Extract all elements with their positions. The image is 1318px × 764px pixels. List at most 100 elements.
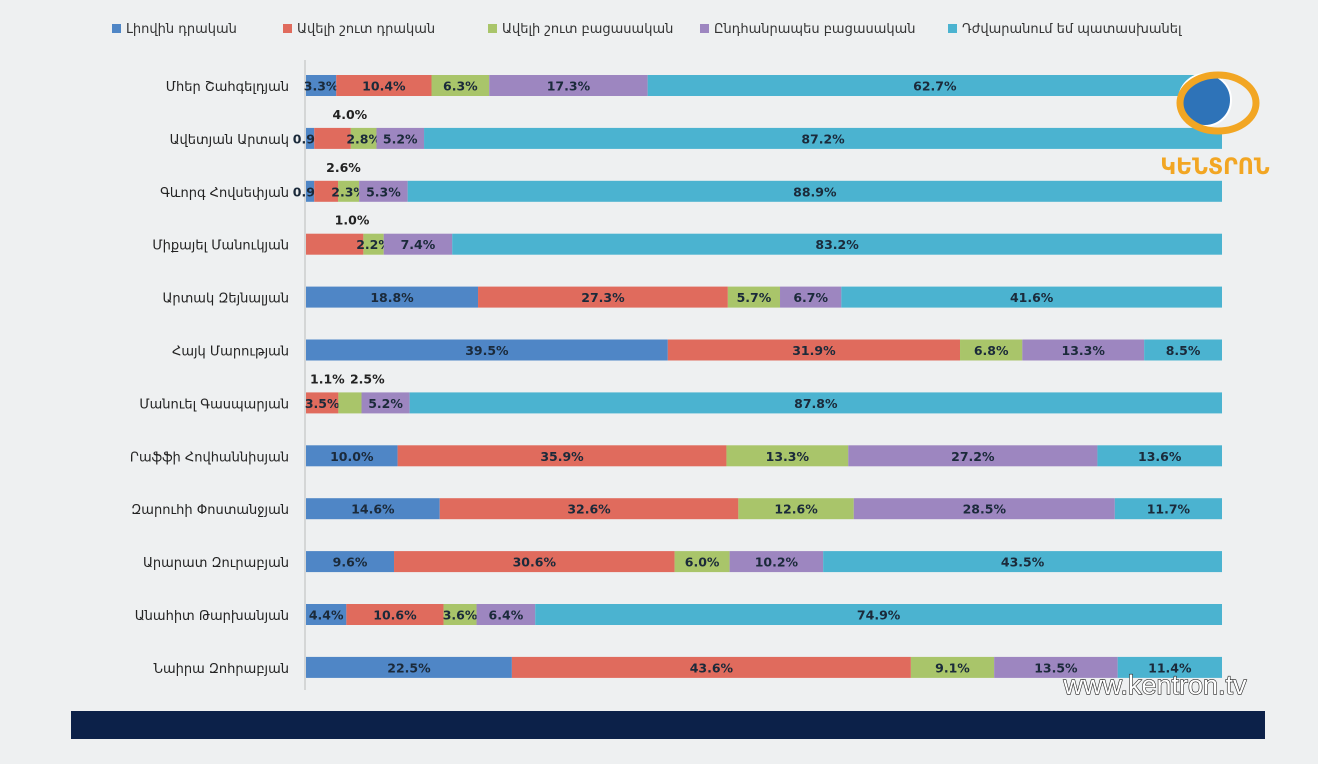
data-label: 43.6% xyxy=(690,660,734,675)
outside-labels: 4.0% 2.6% 1.0% 1.1% 2.5% xyxy=(310,107,385,386)
bar-segment xyxy=(452,233,1222,255)
legend-label: Լիովին դրական xyxy=(126,22,237,37)
data-label: 10.6% xyxy=(373,608,417,623)
data-label: 3.5% xyxy=(305,396,340,411)
bottom-banner xyxy=(71,711,1265,739)
category-label: Անահիտ Թարխանյան xyxy=(135,609,289,624)
bar-segment xyxy=(359,180,408,202)
bar-segment xyxy=(738,498,854,520)
bar-segment xyxy=(376,127,425,149)
data-label: 13.3% xyxy=(1062,343,1106,358)
bar-segment xyxy=(994,656,1118,678)
data-label: 32.6% xyxy=(567,502,611,517)
bar-segment xyxy=(489,75,648,96)
bar-segment xyxy=(1022,339,1145,361)
data-label: 11.7% xyxy=(1147,502,1191,517)
category-label: Գևորգ Հովսեփյան xyxy=(160,186,289,201)
bar-segment xyxy=(338,180,360,202)
legend-swatch xyxy=(948,24,957,33)
legend-swatch xyxy=(488,24,497,33)
data-label: 18.8% xyxy=(370,290,414,305)
data-label: 12.6% xyxy=(774,502,818,517)
bar-segment xyxy=(306,286,479,308)
bar-segment xyxy=(314,127,351,149)
data-label: 5.3% xyxy=(366,184,401,199)
data-label: 9.1% xyxy=(935,660,970,675)
data-label: 14.6% xyxy=(351,502,395,517)
data-label-outside: 2.5% xyxy=(350,371,385,386)
bar-segment xyxy=(443,604,477,625)
bar-segment xyxy=(1097,445,1222,467)
bar-segment xyxy=(1114,498,1222,520)
data-label: 13.6% xyxy=(1138,449,1182,464)
category-labels: Մհեր Շահգելդյան Ավետյան Արտակ Գևորգ Հովսեփ… xyxy=(130,80,289,677)
legend-label: Ավելի շուտ դրական xyxy=(297,22,435,37)
bar-segment xyxy=(306,392,339,414)
category-label: Հայկ Մարության xyxy=(172,345,289,360)
bar-segment xyxy=(407,180,1222,202)
bar-segment xyxy=(338,392,362,414)
data-label: 6.0% xyxy=(685,555,720,570)
bar-segment xyxy=(647,75,1222,96)
bar-segment xyxy=(383,233,453,255)
logo-text: ԿԵՆՏՐՈՆ xyxy=(1160,155,1269,180)
data-label: 10.2% xyxy=(755,555,799,570)
data-label: 17.3% xyxy=(547,79,591,94)
category-label: Զարուհի Փոստանջյան xyxy=(131,503,289,518)
data-label-outside: 2.6% xyxy=(326,160,361,175)
bar-segment xyxy=(314,180,339,202)
data-label-outside: 4.0% xyxy=(333,107,368,122)
watermark: www.kentron.tv xyxy=(1062,670,1247,700)
data-label: 2.2% xyxy=(356,237,391,252)
data-label: 10.4% xyxy=(362,79,406,94)
category-label: Արտակ Զեյնալյան xyxy=(162,292,289,307)
orbit-ring xyxy=(1176,71,1260,135)
bar-segment xyxy=(350,127,377,149)
bar-segment xyxy=(306,180,315,202)
channel-logo: ԿԵՆՏՐՈՆ xyxy=(1160,71,1270,180)
data-label: 31.9% xyxy=(792,343,836,358)
category-label: Մանուել Գասպարյան xyxy=(139,397,289,412)
bar-segment xyxy=(727,286,781,308)
legend-swatch xyxy=(283,24,292,33)
data-label: 62.7% xyxy=(913,79,957,94)
data-label: 3.6% xyxy=(443,608,478,623)
legend-label: Ընդհանրապես բացասական xyxy=(714,22,916,37)
bar-segment xyxy=(848,445,1098,467)
data-label: 27.2% xyxy=(951,449,995,464)
bar-segment xyxy=(910,656,995,678)
data-label: 43.5% xyxy=(1001,555,1045,570)
data-label: 3.3% xyxy=(304,79,339,94)
bar-segment xyxy=(439,498,739,520)
bar-segment xyxy=(346,604,444,625)
bar-segment xyxy=(780,286,842,308)
data-label: 6.3% xyxy=(443,79,478,94)
bar-segment xyxy=(1144,339,1222,361)
bar-segment xyxy=(667,339,961,361)
bar-segment xyxy=(478,286,728,308)
data-label: 87.8% xyxy=(794,396,838,411)
data-label: 39.5% xyxy=(465,343,509,358)
legend-label: Ավելի շուտ բացասական xyxy=(502,22,673,37)
bar-segment xyxy=(397,445,727,467)
data-label: 83.2% xyxy=(815,237,859,252)
bar-segment xyxy=(841,286,1222,308)
data-label: 6.8% xyxy=(974,343,1009,358)
category-label: Արարատ Զուրաբյան xyxy=(143,556,289,571)
legend: Լիովին դրական Ավելի շուտ դրական Ավելի շուտ… xyxy=(112,22,1182,37)
bar-segment xyxy=(306,75,337,96)
data-label: 27.3% xyxy=(581,290,625,305)
data-label: 5.2% xyxy=(368,396,403,411)
data-label: 6.4% xyxy=(489,608,524,623)
data-label: 22.5% xyxy=(387,660,431,675)
bar-segment xyxy=(424,127,1222,149)
data-label: 13.5% xyxy=(1034,660,1078,675)
data-label: 13.3% xyxy=(766,449,810,464)
bar-segment xyxy=(1117,656,1222,678)
bar-segment xyxy=(511,656,911,678)
data-label: 4.4% xyxy=(309,608,344,623)
bar-segment xyxy=(361,392,410,414)
bar-segment xyxy=(306,656,512,678)
category-label: Նաիրա Զոհրաբյան xyxy=(153,662,289,677)
